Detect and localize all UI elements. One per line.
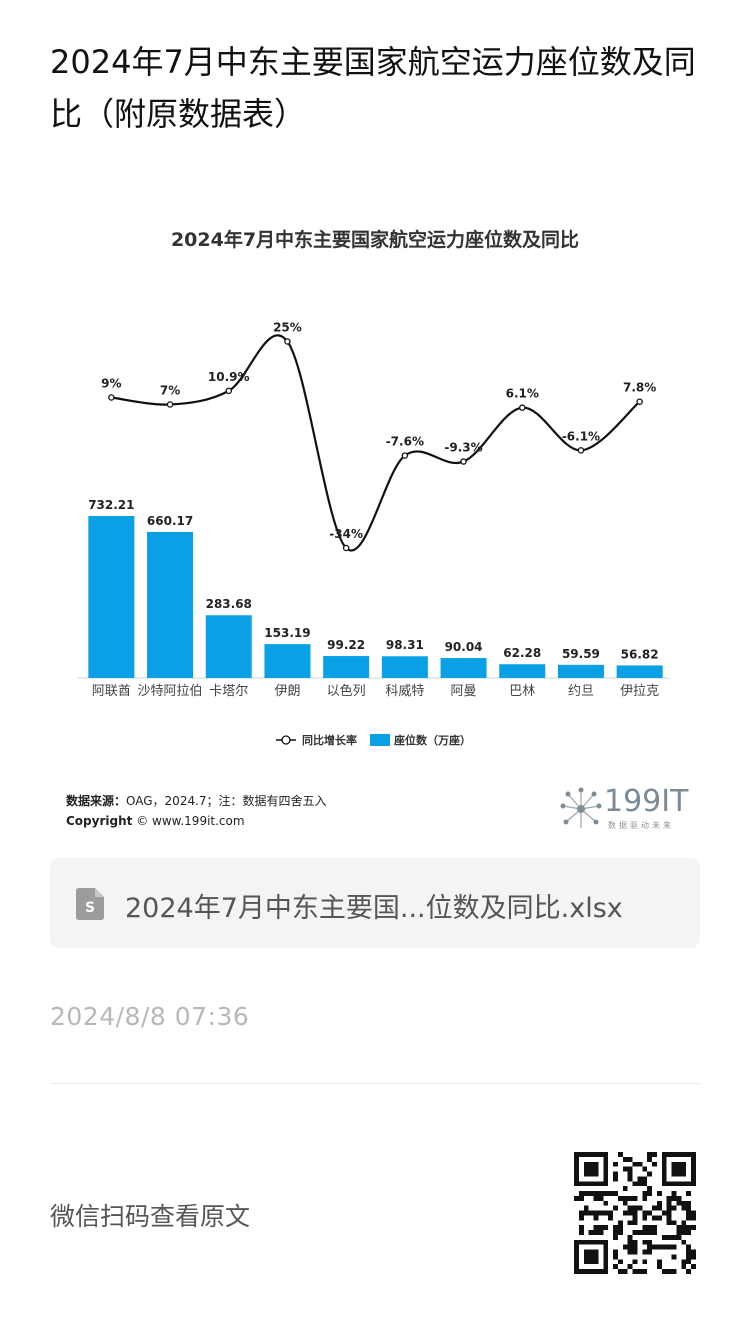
bar [440,658,487,678]
line-value-label: 25% [273,321,302,335]
line-value-label: 6.1% [506,387,539,401]
line-point [108,394,115,401]
bar [88,516,135,678]
x-tick-label: 沙特阿拉伯 [138,684,203,699]
x-tick-label: 伊拉克 [620,684,659,699]
line-point [518,404,526,411]
line-point [342,544,350,552]
article-title: 2024年7月中东主要国家航空运力座位数及同比（附原数据表） [50,43,696,133]
bar-value-label: 283.68 [206,597,252,611]
bar [264,644,311,678]
divider [50,1083,700,1084]
x-tick-label: 以色列 [327,683,366,699]
source-text: OAG，2024.7；注：数据有四舍五入 [126,794,327,808]
x-tick-label: 科威特 [385,684,424,699]
bar [147,531,194,678]
copyright-label: Copyright [66,814,133,828]
x-tick-label: 卡塔尔 [209,684,248,699]
publish-date: 2024/8/8 07:36 [50,1002,250,1031]
line-value-label: -7.6% [386,435,424,449]
legend-label-growth: 同比增长率 [302,733,357,747]
line-value-label: 7.8% [623,381,656,395]
bar [616,665,663,678]
dandelion-logo-icon [560,787,602,828]
attachment-file-name: 2024年7月中东主要国...位数及同比.xlsx [125,893,623,924]
line-point [636,398,643,405]
source-label: 数据来源： [66,794,127,808]
chart-image: 2024年7月中东主要国家航空运力座位数及同比 9% 7% 10.9% 25% -34%… [50,200,700,840]
legend-line-marker [281,735,291,745]
logo-text: 199IT [604,784,689,819]
svg-text:S: S [85,900,95,916]
legend-label-seats: 座位数（万座） [393,733,471,747]
line-value-label: -9.3% [444,441,482,455]
x-tick-label: 巴林 [509,684,535,699]
line-value-label: -34% [329,527,363,541]
x-tick-label: 约旦 [568,684,594,699]
data-source: 数据来源：OAG，2024.7；注：数据有四舍五入 [66,792,327,809]
line-value-label: 9% [101,377,121,391]
copyright-text: © www.199it.com [136,814,245,828]
chart-title: 2024年7月中东主要国家航空运力座位数及同比 [171,228,579,251]
line-point [166,401,174,408]
bar [557,664,604,678]
logo-tagline: 数据驱动未来 [608,821,674,830]
bar-value-label: 153.19 [264,626,310,640]
x-tick-label: 阿联酋 [92,683,131,699]
copyright: Copyright © www.199it.com [66,814,245,828]
bar-value-label: 56.82 [621,647,659,661]
x-tick-label: 伊朗 [274,684,300,699]
line-value-label: -6.1% [562,429,600,443]
line-point [401,452,409,459]
bar-value-label: 62.28 [503,646,541,660]
x-tick-label: 阿曼 [451,684,477,699]
bar [205,615,252,678]
spreadsheet-file-icon: S [76,888,104,920]
bar-value-label: 732.21 [88,498,134,512]
bar-value-label: 98.31 [386,638,424,652]
qr-hint: 微信扫码查看原文 [50,1202,251,1231]
line-point [577,447,585,454]
chart-legend: 同比增长率 座位数（万座） [276,733,471,747]
line-value-label: 7% [160,384,180,398]
bar [381,656,428,678]
bar-value-label: 99.22 [327,638,365,652]
bar-line-chart: 2024年7月中东主要国家航空运力座位数及同比 9% 7% 10.9% 25% -34%… [78,228,669,747]
line-point [460,458,467,465]
bar [323,656,370,678]
bar-value-label: 59.59 [562,647,600,661]
bar [499,664,546,678]
line-point [225,387,232,395]
bar-value-label: 90.04 [445,640,483,654]
qr-code[interactable] [574,1152,696,1274]
attachment-card[interactable]: S 2024年7月中东主要国...位数及同比.xlsx [50,858,700,948]
legend-bar-swatch [370,734,390,746]
line-point [284,338,291,345]
brand-logo: 199IT 数据驱动未来 [558,784,698,832]
line-value-label: 10.9% [208,370,250,384]
bar-value-label: 660.17 [147,514,193,528]
